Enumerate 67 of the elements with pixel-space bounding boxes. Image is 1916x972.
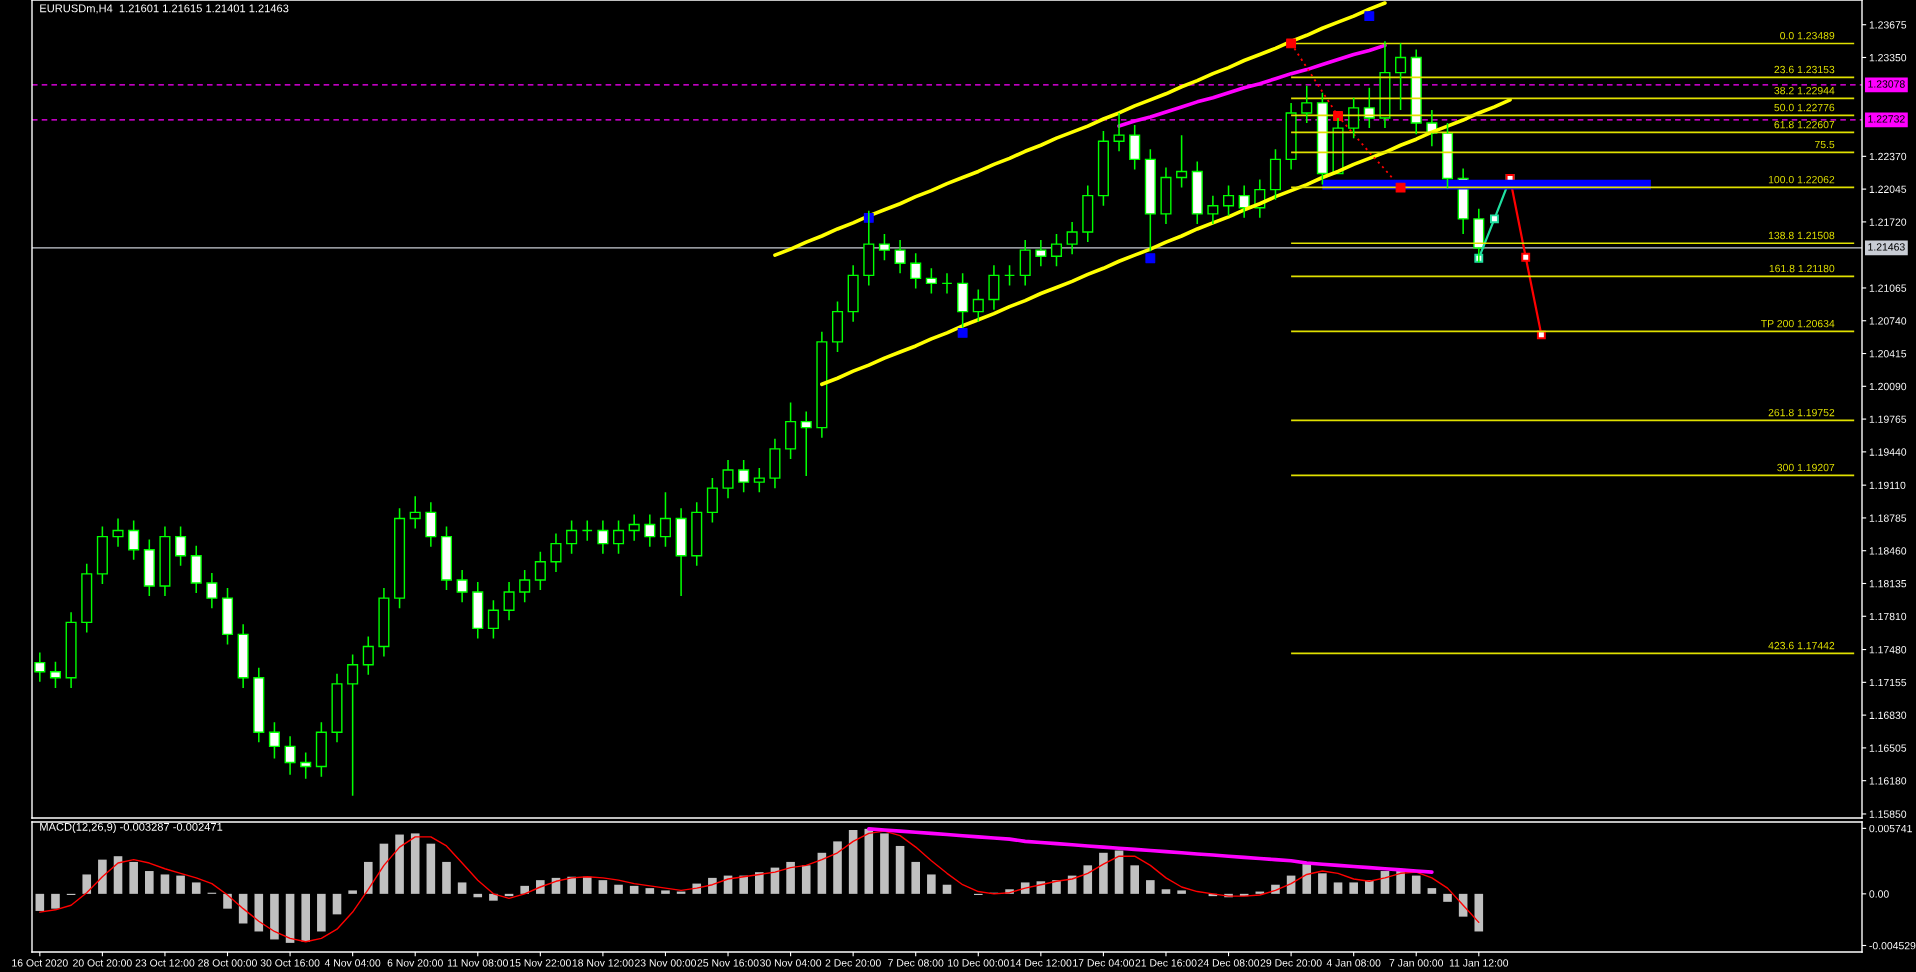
x-tick-label: 18 Nov 12:00	[572, 959, 634, 967]
y-tick-label: -0.004529	[1869, 941, 1916, 950]
y-tick-label: 1.23675	[1869, 21, 1907, 29]
x-tick-label: 2 Dec 20:00	[825, 959, 881, 967]
y-tick-label: 1.18785	[1869, 514, 1907, 522]
x-tick-label: 15 Nov 22:00	[510, 959, 571, 967]
y-tick-label: 1.22045	[1869, 185, 1907, 193]
x-tick-label: 17 Dec 04:00	[1073, 959, 1134, 967]
x-tick-label: 23 Nov 00:00	[635, 959, 697, 967]
x-tick-label: 29 Dec 20:00	[1260, 959, 1322, 967]
x-tick-label: 25 Nov 16:00	[697, 959, 759, 967]
y-tick-label: 1.21720	[1869, 218, 1907, 226]
y-tick-label: 1.22370	[1869, 152, 1907, 161]
x-tick-label: 11 Nov 08:00	[447, 959, 508, 967]
y-tick-label: 1.21065	[1869, 284, 1907, 292]
series-label: 50.0 1.22776	[1774, 103, 1835, 112]
x-tick-label: 7 Jan 00:00	[1389, 959, 1444, 967]
y-tick-label: 1.15850	[1869, 810, 1907, 818]
ref-line-label: 1.21463	[1868, 243, 1905, 251]
chart-title: EURUSDm,H4 1.21601 1.21615 1.21401 1.21463	[40, 4, 289, 14]
x-tick-label: 30 Nov 04:00	[760, 959, 822, 967]
x-tick-label: 28 Oct 00:00	[198, 959, 257, 967]
y-tick-label: 1.17810	[1869, 612, 1907, 621]
x-tick-label: 21 Dec 16:00	[1135, 959, 1197, 967]
series-label: 38.2 1.22944	[1774, 86, 1835, 95]
y-tick-label: 1.16830	[1869, 711, 1907, 719]
ref-line-label: 1.22732	[1868, 115, 1905, 123]
ref-line-label: 1.23078	[1868, 80, 1905, 88]
y-tick-label: 1.19765	[1869, 415, 1907, 423]
y-tick-label: 1.23350	[1869, 53, 1907, 62]
x-tick-label: 16 Oct 2020	[12, 959, 68, 967]
x-tick-label: 14 Dec 12:00	[1010, 959, 1072, 967]
y-tick-label: 1.20090	[1869, 382, 1907, 391]
x-tick-label: 24 Dec 08:00	[1198, 959, 1260, 967]
y-tick-label: 0.005741	[1869, 824, 1912, 833]
y-tick-label: 1.20415	[1869, 350, 1907, 358]
series-label: 423.6 1.17442	[1768, 641, 1835, 650]
y-tick-label: 1.17480	[1869, 646, 1907, 654]
x-tick-label: 30 Oct 16:00	[260, 959, 320, 967]
x-tick-label: 4 Jan 08:00	[1326, 959, 1381, 967]
x-tick-label: 20 Oct 20:00	[73, 959, 132, 967]
y-tick-label: 1.18135	[1869, 579, 1907, 588]
y-tick-label: 1.18460	[1869, 547, 1907, 555]
x-tick-label: 23 Oct 12:00	[135, 959, 195, 967]
series-label: 261.8 1.19752	[1768, 408, 1835, 417]
series-label: 0.0 1.23489	[1780, 31, 1835, 40]
series-label: 23.6 1.23153	[1774, 65, 1835, 74]
x-tick-label: 11 Jan 12:00	[1449, 959, 1509, 967]
x-tick-label: 4 Nov 04:00	[324, 959, 381, 967]
y-tick-label: 0.00	[1869, 890, 1889, 898]
series-label: 75.5	[1815, 140, 1835, 149]
series-label: 300 1.19207	[1777, 463, 1835, 472]
series-label: 100.0 1.22062	[1768, 175, 1835, 184]
series-label: 161.8 1.21180	[1769, 264, 1835, 273]
chart-title: MACD(12,26,9) -0.003287 -0.002471	[40, 822, 223, 833]
series-label: 138.8 1.21508	[1768, 231, 1835, 240]
y-tick-label: 1.16505	[1869, 744, 1907, 752]
series-label: 61.8 1.22607	[1774, 120, 1835, 129]
x-tick-label: 10 Dec 00:00	[948, 959, 1009, 967]
y-tick-label: 1.19110	[1869, 481, 1906, 490]
y-tick-label: 1.20740	[1869, 317, 1907, 325]
y-tick-label: 1.17155	[1869, 678, 1907, 687]
y-tick-label: 1.16180	[1869, 777, 1907, 785]
x-tick-label: 7 Dec 08:00	[888, 959, 944, 967]
x-tick-label: 6 Nov 20:00	[387, 959, 443, 967]
series-label: TP 200 1.20634	[1761, 319, 1835, 328]
y-tick-label: 1.19440	[1869, 448, 1907, 456]
